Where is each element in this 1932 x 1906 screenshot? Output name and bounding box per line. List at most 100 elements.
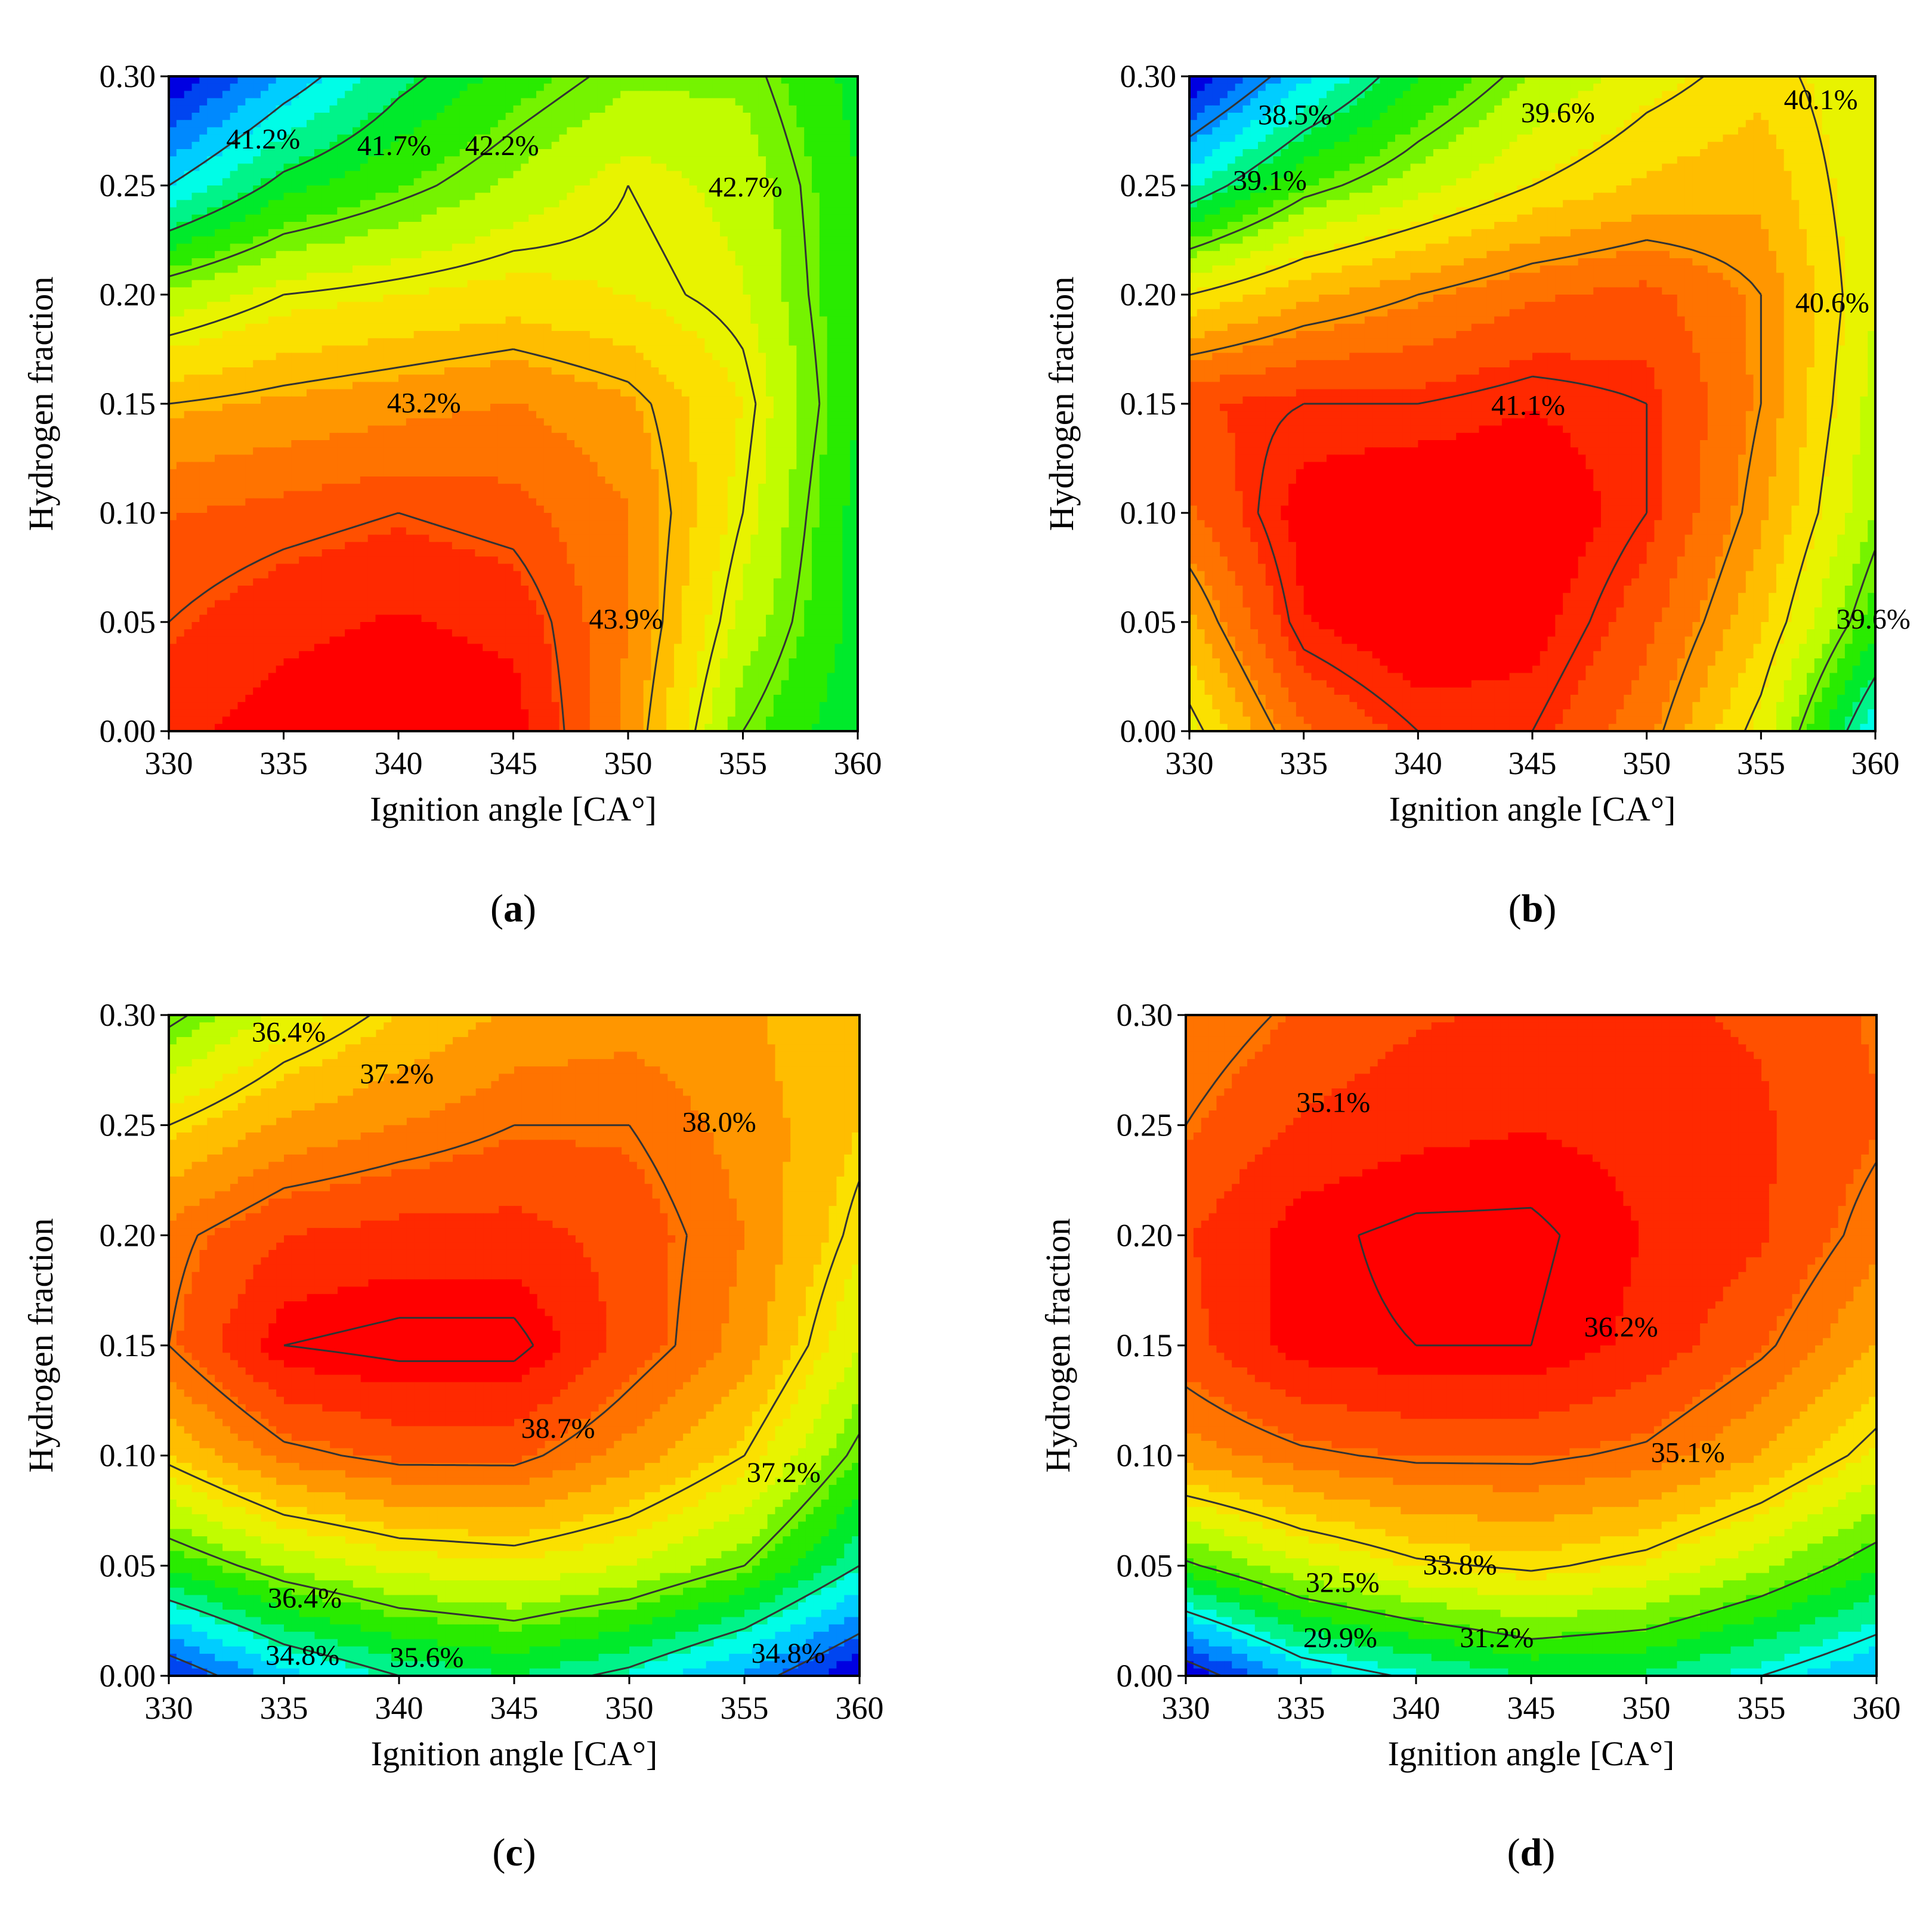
heat-cell [613, 338, 621, 346]
heat-cell [528, 265, 537, 274]
heat-cell [850, 360, 858, 368]
heat-cell [674, 454, 682, 463]
heat-cell [490, 411, 499, 419]
heat-cell [307, 396, 315, 404]
heat-cell [574, 273, 583, 281]
heat-cell [773, 273, 782, 281]
heat-cell [628, 338, 636, 346]
heat-cell [628, 120, 636, 128]
heat-cell [812, 134, 820, 143]
heat-cell [712, 156, 721, 165]
heat-cell [490, 193, 499, 201]
heat-cell [291, 120, 299, 128]
heat-cell [452, 404, 460, 411]
heat-cell [766, 454, 774, 463]
heat-cell [513, 185, 522, 193]
heat-cell [597, 171, 606, 179]
heat-cell [261, 389, 269, 397]
heat-cell [750, 185, 759, 193]
heat-cell [230, 207, 239, 215]
heat-cell [597, 141, 606, 150]
heat-cell [659, 171, 667, 179]
heat-cell [360, 141, 369, 150]
heat-cell [383, 331, 391, 339]
heat-cell [222, 309, 231, 317]
heat-cell [437, 352, 445, 361]
heat-cell [207, 171, 215, 179]
heat-cell [781, 425, 790, 434]
heat-cell [567, 141, 575, 150]
heat-cell [497, 316, 506, 324]
heat-cell [367, 375, 376, 383]
heat-cell [567, 338, 575, 346]
heat-cell [353, 418, 361, 426]
heat-cell [276, 309, 285, 317]
heat-cell [215, 185, 223, 193]
heat-cell [497, 178, 506, 186]
heat-cell [750, 113, 759, 120]
heat-cell [735, 367, 744, 375]
heat-cell [490, 113, 499, 120]
heat-cell [268, 250, 277, 259]
heat-cell [681, 265, 690, 274]
heat-cell [222, 127, 231, 135]
heat-cell [383, 440, 391, 448]
heat-cell [459, 141, 468, 150]
heat-cell [367, 76, 376, 84]
heat-cell [421, 113, 430, 120]
heat-cell [666, 134, 675, 143]
heat-cell [307, 250, 315, 259]
heat-cell [413, 171, 422, 179]
heat-cell [681, 193, 690, 201]
heat-cell [367, 396, 376, 404]
heat-cell [497, 156, 506, 165]
heatmap-field [169, 76, 858, 731]
heat-cell [429, 113, 437, 120]
heat-cell [812, 200, 820, 208]
heat-cell [483, 178, 491, 186]
heat-cell [314, 360, 323, 368]
heat-cell [796, 222, 805, 230]
heat-cell [582, 375, 591, 383]
heat-cell [804, 76, 812, 84]
heat-cell [191, 250, 200, 259]
heat-cell [497, 462, 506, 470]
heat-cell [497, 141, 506, 150]
heat-cell [804, 185, 812, 193]
heat-cell [559, 302, 568, 310]
heat-cell [215, 287, 223, 295]
heat-cell [299, 389, 307, 397]
heat-cell [712, 345, 721, 354]
heat-cell [513, 440, 522, 448]
heat-cell [781, 360, 790, 368]
heat-cell [299, 243, 307, 252]
heat-cell [712, 469, 721, 477]
heat-cell [819, 113, 828, 120]
heat-cell [659, 127, 667, 135]
heat-cell [337, 338, 345, 346]
heat-cell [528, 440, 537, 448]
heat-cell [383, 411, 391, 419]
heat-cell [766, 127, 774, 135]
heat-cell [635, 98, 644, 106]
heat-cell [299, 171, 307, 179]
heat-cell [666, 156, 675, 165]
heat-cell [651, 222, 660, 230]
heat-cell [291, 345, 299, 354]
heat-cell [758, 265, 766, 274]
heat-cell [842, 265, 851, 274]
heat-cell [697, 411, 706, 419]
heat-cell [789, 454, 797, 463]
heat-cell [666, 185, 675, 193]
heat-cell [643, 265, 652, 274]
heat-cell [490, 229, 499, 237]
heat-cell [536, 447, 545, 456]
heat-cell [666, 360, 675, 368]
heat-cell [766, 98, 774, 106]
heat-cell [834, 83, 843, 92]
heat-cell [322, 331, 330, 339]
heat-cell [237, 360, 246, 368]
heat-cell [842, 287, 851, 295]
heat-cell [850, 382, 858, 390]
heat-cell [291, 83, 299, 92]
